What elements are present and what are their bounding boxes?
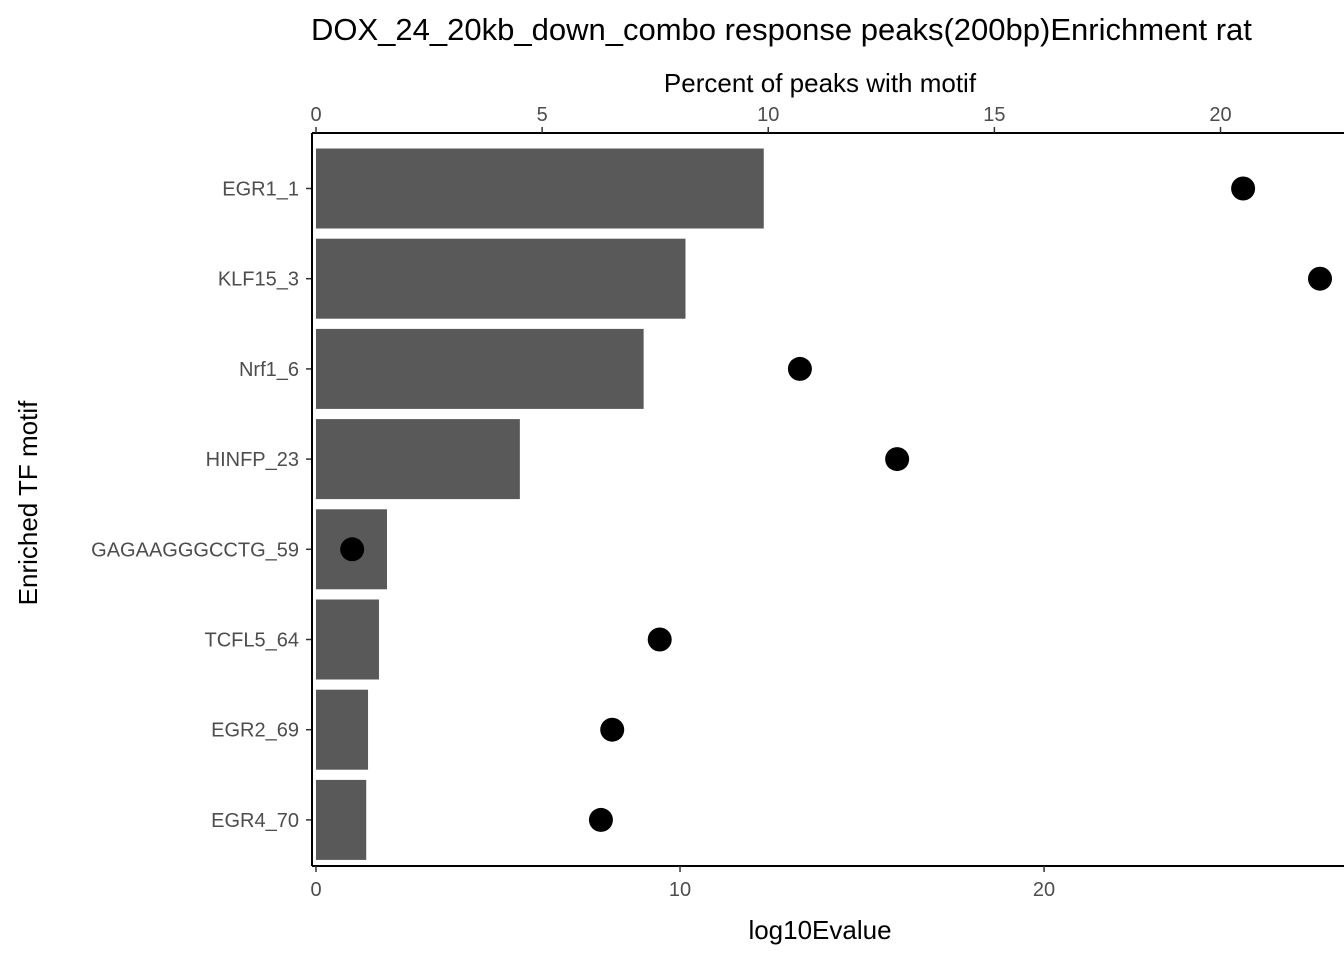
x-tick-label: 0 (310, 879, 321, 901)
y-tick-label: GAGAAGGGCCTG_59 (91, 539, 299, 561)
x-tick-label: 10 (669, 879, 691, 901)
chart-title: DOX_24_20kb_down_combo response peaks(20… (311, 12, 1252, 47)
x2-tick-label: 0 (310, 104, 321, 126)
point-TCFL5_64 (647, 627, 672, 652)
x2-tick-label: 15 (983, 104, 1005, 126)
bar-EGR2_69 (316, 689, 369, 770)
point-EGR4_70 (588, 807, 613, 832)
point-KLF15_3 (1308, 266, 1332, 291)
bar-KLF15_3 (316, 238, 686, 319)
x2-tick-label: 20 (1209, 104, 1231, 126)
x2-tick-label: 10 (757, 104, 779, 126)
point-HINFP_23 (885, 447, 910, 472)
y-tick-label: EGR2_69 (211, 720, 299, 742)
axes-layer: EGR1_1 KLF15_3 Nrf1_6 HINFP_23 GAGAAGGGCCTG_… (91, 104, 1344, 901)
bar-EGR4_70 (316, 779, 367, 860)
y-axis-title: Enriched TF motif (13, 400, 43, 605)
bar-Nrf1_6 (316, 328, 644, 409)
y-tick-label: Nrf1_6 (239, 359, 299, 381)
point-Nrf1_6 (787, 356, 812, 381)
point-EGR2_69 (600, 717, 625, 742)
top-axis-title: Percent of peaks with motif (664, 68, 977, 98)
x-tick-label: 20 (1033, 879, 1055, 901)
bottom-axis-title: log10Evalue (748, 915, 891, 945)
bar-TCFL5_64 (316, 599, 379, 680)
y-tick-label: HINFP_23 (206, 449, 299, 471)
point-GAGAAGGGCCTG_59 (340, 537, 365, 562)
points-layer (340, 176, 1332, 832)
x2-tick-label: 5 (537, 104, 548, 126)
y-tick-label: EGR1_1 (222, 179, 299, 201)
y-tick-label: TCFL5_64 (205, 630, 300, 652)
bar-HINFP_23 (316, 419, 520, 500)
point-EGR1_1 (1231, 176, 1256, 201)
y-tick-label: KLF15_3 (218, 269, 299, 291)
bars-layer (316, 148, 764, 860)
y-tick-label: EGR4_70 (211, 810, 299, 832)
bar-EGR1_1 (316, 148, 764, 229)
